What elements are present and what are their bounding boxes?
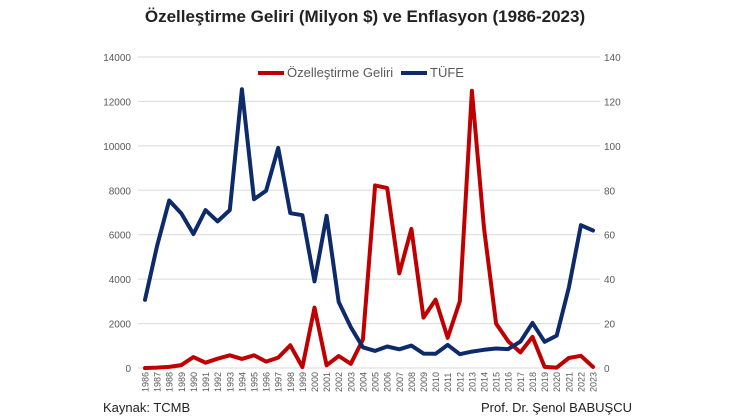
- left-tick-label: 2000: [109, 320, 132, 331]
- x-tick-label: 2018: [528, 372, 538, 392]
- x-tick-label: 1989: [177, 372, 187, 392]
- x-tick-label: 1997: [274, 372, 284, 392]
- x-tick-label: 1994: [237, 372, 247, 392]
- x-tick-label: 1990: [189, 372, 199, 392]
- x-tick-label: 2006: [383, 372, 393, 392]
- source-note: Kaynak: TCMB: [103, 400, 191, 415]
- right-tick-label: 80: [604, 186, 616, 197]
- x-tick-label: 2019: [540, 372, 550, 392]
- x-tick-label: 2009: [419, 372, 429, 392]
- x-tick-label: 2003: [346, 372, 356, 392]
- left-tick-label: 4000: [109, 275, 132, 286]
- left-tick-label: 12000: [103, 97, 131, 108]
- x-tick-label: 2012: [455, 372, 465, 392]
- left-tick-label: 6000: [109, 231, 132, 242]
- x-tick-label: 1988: [165, 372, 175, 392]
- chart-title: Özelleştirme Geliri (Milyon $) ve Enflas…: [144, 7, 586, 26]
- x-tick-label: 2004: [358, 372, 368, 392]
- right-tick-label: 140: [604, 53, 621, 64]
- right-tick-label: 20: [604, 320, 616, 331]
- x-tick-label: 1987: [153, 372, 163, 392]
- x-tick-label: 1986: [141, 372, 151, 392]
- right-tick-label: 0: [604, 364, 610, 375]
- x-tick-label: 2010: [431, 372, 441, 392]
- left-tick-label: 14000: [103, 53, 131, 64]
- x-tick-label: 1991: [201, 372, 211, 392]
- x-tick-label: 2013: [467, 372, 477, 392]
- series-line-cpi: [143, 87, 595, 357]
- x-tick-label: 2021: [564, 372, 574, 392]
- x-tick-label: 2008: [407, 372, 417, 392]
- right-tick-label: 60: [604, 231, 616, 242]
- x-tick-label: 2014: [480, 372, 490, 392]
- x-tick-label: 2016: [504, 372, 514, 392]
- legend-label: Özelleştirme Geliri: [287, 65, 393, 80]
- x-tick-label: 1999: [298, 372, 308, 392]
- x-tick-label: 2005: [371, 372, 381, 392]
- x-tick-label: 2000: [310, 372, 320, 392]
- x-tick-label: 2002: [334, 372, 344, 392]
- left-tick-label: 8000: [109, 186, 132, 197]
- right-tick-label: 100: [604, 142, 621, 153]
- x-tick-label: 2011: [443, 373, 453, 392]
- x-tick-label: 2017: [516, 372, 526, 392]
- x-tick-label: 2015: [492, 372, 502, 392]
- x-tick-label: 1993: [225, 372, 235, 392]
- x-tick-label: 2001: [322, 372, 332, 392]
- x-tick-label: 2022: [576, 372, 586, 392]
- x-tick-label: 1992: [213, 372, 223, 392]
- right-tick-label: 120: [604, 97, 621, 108]
- legend-label: TÜFE: [430, 65, 464, 80]
- series-line-privatization: [143, 88, 595, 370]
- x-tick-label: 2020: [552, 372, 562, 392]
- x-tick-label: 1998: [286, 372, 296, 392]
- x-tick-label: 1995: [249, 372, 259, 392]
- x-tick-label: 1996: [262, 372, 272, 392]
- author-note: Prof. Dr. Şenol BABUŞCU: [481, 400, 632, 415]
- x-tick-label: 2007: [395, 372, 405, 392]
- left-tick-label: 10000: [103, 142, 131, 153]
- right-tick-label: 40: [604, 275, 616, 286]
- left-tick-label: 0: [125, 364, 131, 375]
- x-tick-label: 2023: [589, 372, 599, 392]
